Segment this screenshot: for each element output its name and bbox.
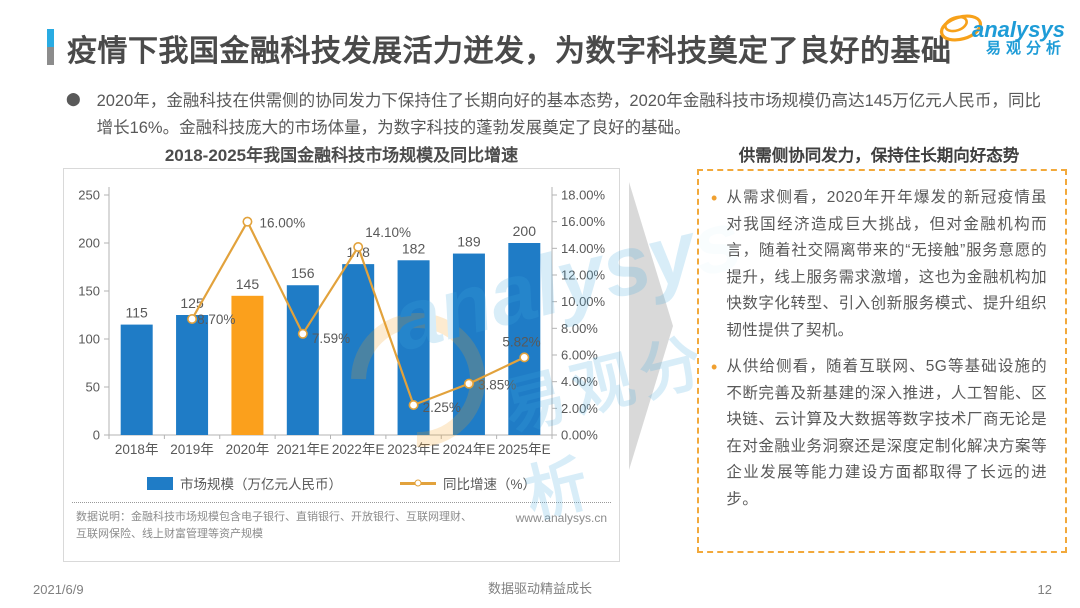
bullet-dot-icon: ⬤ <box>66 91 81 106</box>
svg-text:6.00%: 6.00% <box>561 348 598 363</box>
svg-text:150: 150 <box>78 284 100 299</box>
svg-text:8.00%: 8.00% <box>561 321 598 336</box>
analysys-logo: analysys 易观分析 <box>934 12 1066 57</box>
svg-text:8.70%: 8.70% <box>197 312 235 327</box>
footer-date: 2021/6/9 <box>33 582 84 597</box>
svg-text:200: 200 <box>513 223 537 239</box>
svg-text:2.00%: 2.00% <box>561 401 598 416</box>
svg-text:182: 182 <box>402 240 426 256</box>
bullet-text: 从供给侧看，随着互联网、5G等基础设施的不断完善及新基建的深入推进，人工智能、区… <box>726 358 1047 508</box>
svg-text:0.00%: 0.00% <box>561 428 598 443</box>
svg-text:100: 100 <box>78 332 100 347</box>
bullet-text: 从需求侧看，2020年开年爆发的新冠疫情虽对我国经济造成巨大挑战，但对金融机构而… <box>726 189 1047 339</box>
flow-arrow-icon <box>629 182 673 470</box>
svg-text:2022年E: 2022年E <box>332 442 385 457</box>
svg-text:14.10%: 14.10% <box>365 225 411 240</box>
svg-text:14.00%: 14.00% <box>561 241 606 256</box>
market-size-combo-chart: 0 50 100 150 200 250 0.00% 2.00% 4.00% 6.00% 8.00%… <box>78 187 606 457</box>
page-title: 疫情下我国金融科技发展活力迸发，为数字科技奠定了良好的基础 <box>67 35 952 68</box>
chart-card: 0 50 100 150 200 250 0.00% 2.00% 4.00% 6.00% 8.00%… <box>63 168 620 562</box>
svg-text:2019年: 2019年 <box>170 442 214 457</box>
header: 疫情下我国金融科技发展活力迸发，为数字科技奠定了良好的基础 <box>47 26 952 70</box>
footer-page-number: 12 <box>1037 582 1052 597</box>
svg-text:16.00%: 16.00% <box>259 216 305 231</box>
logo-wordmark: analysys <box>971 17 1065 42</box>
legend-label: 同比增速（%） <box>442 477 536 492</box>
svg-text:12.00%: 12.00% <box>561 268 606 283</box>
data-note: 数据说明：金融科技市场规模包含电子银行、直销银行、开放银行、互联网理财、互联网保… <box>76 511 472 541</box>
svg-text:2021年E: 2021年E <box>277 442 330 457</box>
svg-text:2025年E: 2025年E <box>498 442 551 457</box>
chart-title: 2018-2025年我国金融科技市场规模及同比增速 <box>164 146 519 165</box>
svg-text:2018年: 2018年 <box>115 442 159 457</box>
svg-text:2020年: 2020年 <box>226 442 270 457</box>
insight-bullet-list: • 从需求侧看，2020年开年爆发的新冠疫情虽对我国经济造成巨大挑战，但对金融机构… <box>711 185 1047 513</box>
insight-bullet-1: • 从供给侧看，随着互联网、5G等基础设施的不断完善及新基建的深入推进，人工智能、… <box>711 354 1047 513</box>
panel-title: 供需侧协同发力，保持住长期向好态势 <box>738 147 1020 165</box>
svg-text:2.25%: 2.25% <box>423 400 461 415</box>
insight-panel: • 从需求侧看，2020年开年爆发的新冠疫情虽对我国经济造成巨大挑战，但对金融机构… <box>697 169 1067 553</box>
svg-text:16.00%: 16.00% <box>561 214 606 229</box>
legend-bar-swatch-icon <box>146 476 173 490</box>
svg-text:189: 189 <box>457 234 481 250</box>
website-link[interactable]: www.analysys.cn <box>515 511 607 525</box>
legend-label: 市场规模（万亿元人民币） <box>179 477 342 492</box>
chart-legend: 市场规模（万亿元人民币） 同比增速（%） <box>64 470 619 496</box>
svg-text:145: 145 <box>236 276 260 292</box>
svg-text:5.82%: 5.82% <box>502 334 540 349</box>
svg-text:18.00%: 18.00% <box>561 188 606 203</box>
legend-item-market-size: 市场规模（万亿元人民币） <box>146 473 342 493</box>
svg-text:0: 0 <box>93 428 100 443</box>
svg-text:50: 50 <box>86 380 100 395</box>
intro-paragraph: ⬤ 2020年，金融科技在供需侧的协同发力下保持住了长期向好的基本态势，2020… <box>66 88 1041 142</box>
svg-text:115: 115 <box>126 305 149 321</box>
svg-text:250: 250 <box>78 188 100 203</box>
svg-text:3.85%: 3.85% <box>478 378 516 393</box>
svg-text:2023年E: 2023年E <box>387 442 440 457</box>
bullet-dot-icon: • <box>711 357 718 377</box>
title-accent-bar <box>47 29 54 65</box>
chart-note-row: 数据说明：金融科技市场规模包含电子银行、直销银行、开放银行、互联网理财、互联网保… <box>72 502 611 543</box>
svg-text:4.00%: 4.00% <box>561 374 598 389</box>
bullet-dot-icon: • <box>711 188 718 208</box>
svg-text:10.00%: 10.00% <box>561 294 606 309</box>
svg-text:7.59%: 7.59% <box>312 331 350 346</box>
footer-slogan: 数据驱动精益成长 <box>487 581 592 596</box>
intro-text: 2020年，金融科技在供需侧的协同发力下保持住了长期向好的基本态势，2020年金… <box>96 92 1041 138</box>
svg-text:2024年E: 2024年E <box>443 442 496 457</box>
svg-text:200: 200 <box>78 236 100 251</box>
legend-line-marker-icon <box>399 479 436 487</box>
logo-cn-name: 易观分析 <box>985 40 1066 58</box>
svg-text:156: 156 <box>291 265 315 281</box>
logo-swirl-icon <box>939 14 983 42</box>
legend-item-growth-rate: 同比增速（%） <box>399 473 536 493</box>
insight-bullet-0: • 从需求侧看，2020年开年爆发的新冠疫情虽对我国经济造成巨大挑战，但对金融机构… <box>711 185 1047 344</box>
